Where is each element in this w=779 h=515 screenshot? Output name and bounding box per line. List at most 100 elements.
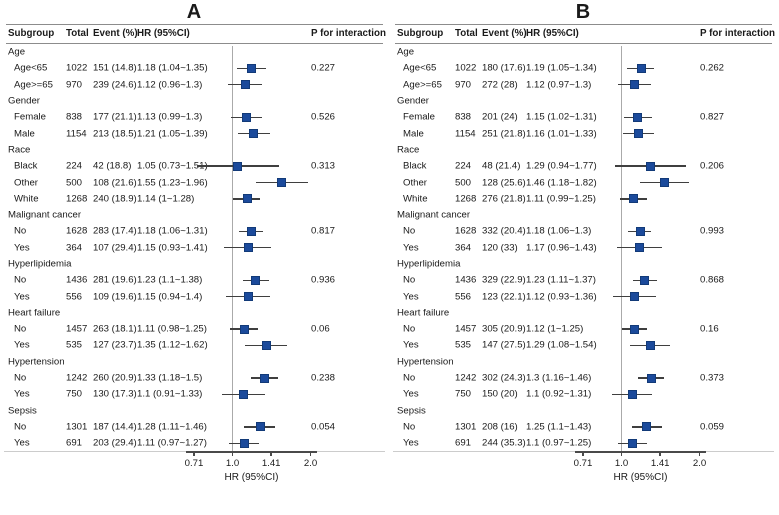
subgroup-label: Female (14, 111, 46, 123)
hr-marker (246, 63, 256, 73)
hr-ci-text: 1.25 (1.1~1.43) (526, 421, 592, 433)
subgroup-label: Yes (403, 339, 419, 351)
data-row: No 1457 305 (20.9) 1.12 (1~1.25) 0.16 (389, 321, 778, 337)
p-interaction-value: 0.206 (700, 160, 725, 172)
hr-ci-text: 1.29 (0.94~1.77) (526, 160, 597, 172)
hr-marker (240, 80, 250, 90)
hr-marker (628, 194, 638, 204)
subgroup-label: Yes (403, 388, 419, 400)
hr-ci-text: 1.12 (0.93~1.36) (526, 291, 597, 303)
data-row: No 1628 283 (17.4) 1.18 (1.06~1.31) 0.817 (0, 223, 389, 239)
event-value: 203 (29.4) (93, 437, 137, 449)
group-row: Heart failure (389, 305, 778, 321)
hr-ci-text: 1.12 (1~1.25) (526, 323, 584, 335)
subgroup-label: No (14, 372, 27, 384)
subgroup-label: No (403, 421, 416, 433)
hr-ci-text: 1.35 (1.12~1.62) (137, 339, 208, 351)
total-value: 838 (66, 111, 83, 123)
table-rows: Age Age<65 1022 151 (14.8) 1.18 (1.04~1.35) 0… (0, 44, 389, 452)
p-interaction-value: 0.313 (311, 160, 336, 172)
subgroup-label: Race (397, 144, 420, 156)
hr-marker (645, 340, 655, 350)
total-value: 691 (66, 437, 83, 449)
event-value: 281 (19.6) (93, 274, 137, 286)
event-value: 120 (33) (482, 242, 518, 254)
total-value: 970 (66, 79, 83, 91)
reference-line (232, 46, 233, 452)
hr-ci-text: 1.11 (0.98~1.25) (137, 323, 207, 335)
p-interaction-value: 0.827 (700, 111, 725, 123)
axis-tick (270, 451, 272, 457)
hr-ci-text: 1.05 (0.73~1.51) (137, 160, 208, 172)
group-row: Sepsis (389, 403, 778, 419)
axis-tick (193, 451, 195, 457)
event-value: 302 (24.3) (482, 372, 526, 384)
hr-marker (642, 422, 652, 432)
total-value: 224 (66, 160, 83, 172)
axis-tick-label: 2.0 (303, 458, 318, 470)
subgroup-label: Age<65 (403, 62, 437, 74)
hr-marker (629, 292, 639, 302)
p-interaction-value: 0.06 (311, 323, 330, 335)
data-row: Black 224 48 (21.4) 1.29 (0.94~1.77) 0.206 (389, 158, 778, 174)
hr-marker (242, 194, 252, 204)
total-value: 1457 (66, 323, 88, 335)
event-value: 127 (23.7) (93, 339, 137, 351)
subgroup-label: Yes (403, 437, 419, 449)
event-value: 130 (17.3) (93, 388, 137, 400)
hr-ci-text: 1.11 (0.97~1.27) (137, 437, 207, 449)
hr-marker (239, 438, 249, 448)
data-row: Yes 691 203 (29.4) 1.11 (0.97~1.27) (0, 435, 389, 451)
event-value: 123 (22.1) (482, 291, 526, 303)
data-row: Yes 691 244 (35.3) 1.1 (0.97~1.25) (389, 435, 778, 451)
total-value: 1301 (455, 421, 477, 433)
event-value: 260 (20.9) (93, 372, 137, 384)
data-row: Yes 364 107 (29.4) 1.15 (0.93~1.41) (0, 240, 389, 256)
event-value: 147 (27.5) (482, 339, 526, 351)
data-row: Other 500 128 (25.6) 1.46 (1.18~1.82) (389, 174, 778, 190)
column-header-p-interaction: P for interaction (311, 28, 386, 39)
hr-ci-text: 1.15 (0.94~1.4) (137, 291, 203, 303)
axis-tick-label: 0.71 (573, 458, 593, 470)
data-row: Male 1154 251 (21.8) 1.16 (1.01~1.33) (389, 125, 778, 141)
hr-marker (634, 243, 644, 253)
hr-marker (636, 63, 646, 73)
hr-ci-text: 1.1 (0.97~1.25) (526, 437, 592, 449)
subgroup-label: No (14, 225, 27, 237)
hr-ci-text: 1.28 (1.11~1.46) (137, 421, 207, 433)
group-row: Malignant cancer (0, 207, 389, 223)
event-value: 239 (24.6) (93, 79, 137, 91)
hr-ci-text: 1.21 (1.05~1.39) (137, 128, 208, 140)
total-value: 1154 (66, 128, 87, 140)
hr-ci-text: 1.15 (0.93~1.41) (137, 242, 208, 254)
p-interaction-value: 0.054 (311, 421, 336, 433)
data-row: No 1628 332 (20.4) 1.18 (1.06~1.3) 0.993 (389, 223, 778, 239)
subgroup-label: Yes (14, 437, 30, 449)
subgroup-label: Yes (14, 291, 30, 303)
event-value: 276 (21.8) (482, 193, 526, 205)
hr-ci-text: 1.18 (1.06~1.31) (137, 225, 208, 237)
p-interaction-value: 0.059 (700, 421, 725, 433)
subgroup-label: Malignant cancer (8, 209, 82, 221)
hr-marker (627, 389, 637, 399)
hr-marker (646, 373, 656, 383)
reference-line (621, 46, 622, 452)
total-value: 1022 (455, 62, 477, 74)
hr-ci-text: 1.29 (1.08~1.54) (526, 339, 597, 351)
subgroup-label: White (14, 193, 39, 205)
data-row: Age>=65 970 239 (24.6) 1.12 (0.96~1.3) (0, 77, 389, 93)
total-value: 1268 (455, 193, 477, 205)
hr-ci-text: 1.23 (1.1~1.38) (137, 274, 203, 286)
data-row: No 1242 302 (24.3) 1.3 (1.16~1.46) 0.373 (389, 370, 778, 386)
subgroup-label: No (403, 323, 416, 335)
hr-ci-text: 1.11 (0.99~1.25) (526, 193, 596, 205)
subgroup-label: Age>=65 (403, 79, 442, 91)
hr-marker (629, 80, 639, 90)
hr-marker (243, 243, 253, 253)
hr-marker (233, 161, 243, 171)
hr-ci-text: 1.13 (0.99~1.3) (137, 111, 203, 123)
axis-label: HR (95%CI) (613, 472, 668, 484)
table-header: Subgroup Total Event (%) HR (95%CI) P fo… (389, 24, 778, 44)
p-interaction-value: 0.936 (311, 274, 336, 286)
axis-label: HR (95%CI) (224, 472, 279, 484)
